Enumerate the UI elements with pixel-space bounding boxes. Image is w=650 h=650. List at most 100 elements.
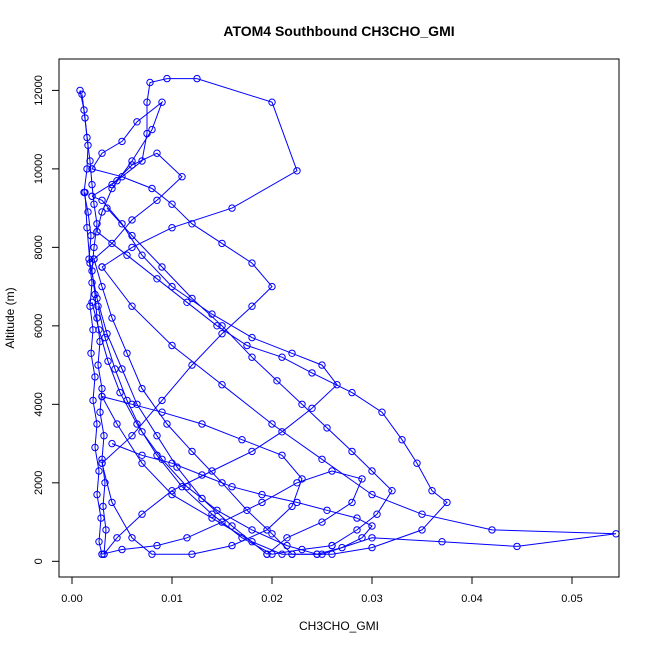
data-point xyxy=(113,177,121,185)
series-line xyxy=(93,258,293,555)
data-point xyxy=(88,298,96,306)
data-point xyxy=(95,467,103,475)
data-point xyxy=(133,118,141,126)
data-point xyxy=(153,432,161,440)
y-axis-label: Altitude (m) xyxy=(3,287,17,348)
data-point xyxy=(263,526,271,534)
data-point xyxy=(273,377,281,385)
data-point xyxy=(158,396,166,405)
data-point xyxy=(278,428,286,436)
data-point xyxy=(368,490,376,499)
data-point xyxy=(178,483,186,491)
data-point xyxy=(358,475,366,483)
data-point xyxy=(248,447,256,456)
data-point xyxy=(293,498,301,507)
data-point xyxy=(218,381,226,389)
data-point xyxy=(333,381,341,389)
series-line xyxy=(84,192,268,555)
data-point xyxy=(118,173,126,181)
data-point xyxy=(368,467,376,475)
data-point xyxy=(213,506,221,514)
series-line xyxy=(111,443,373,555)
data-point xyxy=(248,333,256,342)
data-point xyxy=(98,282,106,291)
data-point xyxy=(168,341,176,350)
data-point xyxy=(318,518,326,526)
data-point xyxy=(328,550,336,558)
x-tick-label: 0.03 xyxy=(361,593,382,605)
data-point xyxy=(91,373,99,381)
y-axis: 0 2000 4000 6000 8000 10000 12000 xyxy=(33,75,60,564)
data-point xyxy=(93,220,101,228)
data-point xyxy=(213,322,221,330)
data-point xyxy=(108,184,116,193)
x-axis: 0.00 0.01 0.02 0.03 0.04 0.05 xyxy=(61,576,583,605)
data-point xyxy=(183,298,191,306)
data-point xyxy=(102,526,110,534)
data-point xyxy=(428,487,436,495)
data-point xyxy=(328,467,336,475)
data-point xyxy=(153,275,161,283)
data-point xyxy=(188,294,196,303)
data-point xyxy=(198,420,206,428)
data-point xyxy=(84,208,92,216)
data-point xyxy=(188,220,196,228)
data-point xyxy=(100,432,108,440)
data-point xyxy=(103,204,111,212)
data-point xyxy=(258,490,266,499)
data-point xyxy=(323,424,331,432)
data-point xyxy=(128,216,136,224)
data-point xyxy=(95,538,103,546)
data-point xyxy=(443,498,451,507)
data-point xyxy=(288,349,296,357)
data-point xyxy=(168,200,176,208)
data-point xyxy=(128,231,136,240)
data-point xyxy=(163,420,171,428)
series-line xyxy=(101,396,303,555)
data-point xyxy=(243,506,251,514)
data-point xyxy=(128,157,136,165)
data-point xyxy=(168,490,176,499)
plot-area xyxy=(76,74,620,558)
data-point xyxy=(91,443,99,452)
series-line xyxy=(101,470,363,555)
x-tick-label: 0.00 xyxy=(61,593,82,605)
data-point xyxy=(88,279,96,287)
data-point xyxy=(83,165,91,173)
data-point xyxy=(488,526,496,534)
data-point xyxy=(138,451,146,459)
series-line xyxy=(91,100,164,232)
data-point xyxy=(81,114,89,122)
data-point xyxy=(97,514,105,522)
data-point xyxy=(323,506,331,514)
data-point xyxy=(208,510,216,518)
data-point xyxy=(128,161,136,169)
data-point xyxy=(98,384,106,393)
data-point xyxy=(218,518,226,526)
data-point xyxy=(373,510,381,518)
data-point xyxy=(94,361,102,369)
data-point xyxy=(128,432,136,440)
data-point xyxy=(418,526,426,534)
data-point xyxy=(438,538,446,546)
data-point xyxy=(208,467,216,475)
data-point xyxy=(338,543,346,552)
data-point xyxy=(96,408,104,416)
data-point xyxy=(113,420,121,428)
data-point xyxy=(101,479,109,487)
series-line xyxy=(106,207,393,547)
data-point xyxy=(283,534,291,542)
data-point xyxy=(158,455,166,463)
data-point xyxy=(413,459,421,467)
data-point xyxy=(96,337,104,346)
data-point xyxy=(98,550,106,558)
data-point xyxy=(123,251,131,259)
data-point xyxy=(118,220,126,228)
data-point xyxy=(101,333,109,342)
data-point xyxy=(218,239,226,248)
data-point xyxy=(378,408,386,416)
data-point xyxy=(318,361,326,369)
x-tick-label: 0.02 xyxy=(261,593,282,605)
data-point xyxy=(98,149,106,157)
